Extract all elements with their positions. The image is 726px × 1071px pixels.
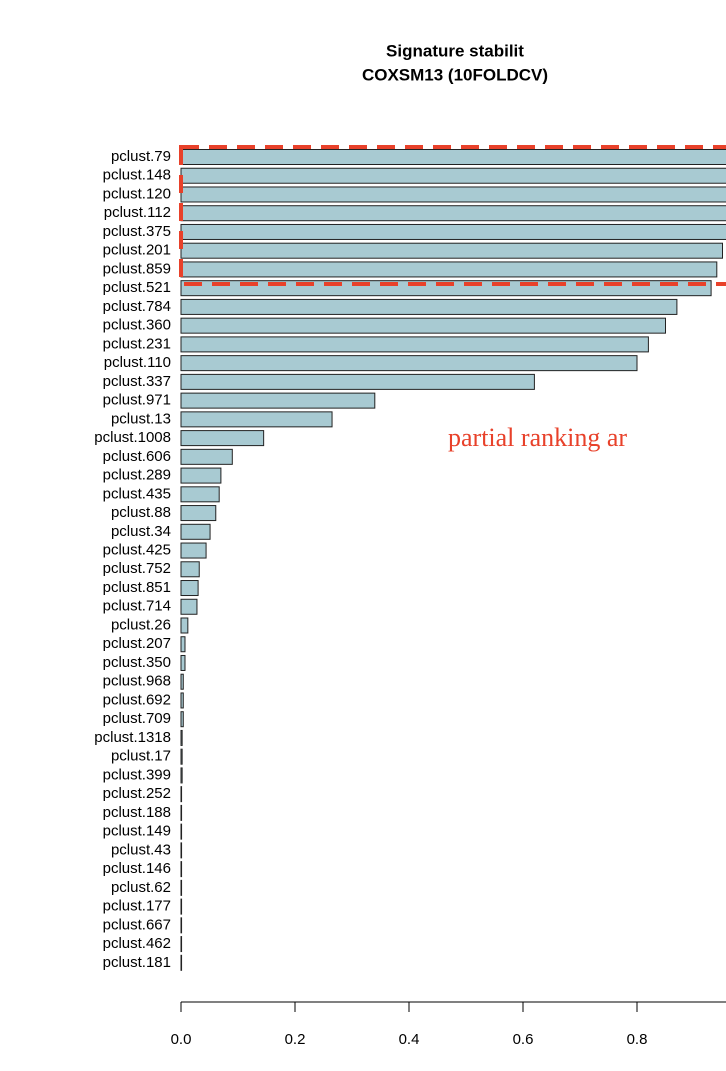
y-tick-label: pclust.360 [103, 317, 171, 334]
bar [180, 692, 184, 709]
bar [180, 898, 183, 915]
y-tick-label: pclust.859 [103, 260, 171, 277]
bar [180, 654, 186, 671]
bar [180, 392, 376, 409]
y-tick-label: pclust.350 [103, 654, 171, 671]
bar [180, 580, 199, 597]
bar [180, 598, 198, 615]
y-tick-label: pclust.399 [103, 766, 171, 783]
bar [180, 561, 200, 578]
y-tick-label: pclust.146 [103, 860, 171, 877]
bar [180, 223, 726, 240]
y-tick-label: pclust.252 [103, 785, 171, 802]
y-tick-label: pclust.13 [111, 410, 171, 427]
x-tick-label: 0.0 [171, 1031, 192, 1048]
y-tick-label: pclust.521 [103, 279, 171, 296]
y-tick-label: pclust.784 [103, 298, 171, 315]
bar [180, 917, 183, 934]
y-tick-label: pclust.231 [103, 335, 171, 352]
bar [180, 804, 183, 821]
y-tick-label: pclust.667 [103, 916, 171, 933]
y-tick-label: pclust.34 [111, 523, 171, 540]
bar [180, 786, 183, 803]
y-tick-label: pclust.181 [103, 954, 171, 971]
bar [180, 711, 184, 728]
bar [180, 448, 233, 465]
y-tick-label: pclust.62 [111, 879, 171, 896]
bar [180, 411, 333, 428]
y-tick-label: pclust.120 [103, 185, 171, 202]
x-tick-label: 0.6 [513, 1031, 534, 1048]
annotation: partial ranking ar [448, 423, 627, 452]
bar [180, 823, 183, 840]
bar [180, 861, 183, 878]
y-tick-label: pclust.692 [103, 691, 171, 708]
y-tick-label: pclust.149 [103, 823, 171, 840]
bar [180, 261, 718, 278]
bar [180, 617, 189, 634]
bar [180, 486, 220, 503]
bar [180, 748, 183, 765]
y-tick-label: pclust.188 [103, 804, 171, 821]
bar [180, 673, 184, 690]
y-tick-label: pclust.1008 [94, 429, 171, 446]
bar [180, 373, 535, 390]
x-tick-label: 0.8 [627, 1031, 648, 1048]
plot-area: 0.00.20.40.60.81.0pclust.79pclust.148pcl… [94, 148, 726, 1048]
bar [180, 542, 207, 559]
y-tick-label: pclust.752 [103, 560, 171, 577]
bar [180, 317, 666, 334]
y-tick-label: pclust.26 [111, 616, 171, 633]
bar [180, 954, 183, 971]
bar [180, 298, 678, 315]
y-tick-label: pclust.606 [103, 448, 171, 465]
chart-subtitle: COXSM13 (10FOLDCV) [362, 65, 548, 84]
bar [180, 205, 726, 222]
bar [180, 149, 726, 165]
bar [180, 505, 217, 522]
bar [180, 167, 726, 184]
bar [180, 729, 183, 746]
y-tick-label: pclust.177 [103, 898, 171, 915]
y-tick-label: pclust.148 [103, 167, 171, 184]
y-tick-label: pclust.289 [103, 467, 171, 484]
bar [180, 842, 183, 859]
bar [180, 242, 723, 259]
bar [180, 767, 183, 784]
y-tick-label: pclust.17 [111, 748, 171, 765]
y-tick-label: pclust.435 [103, 485, 171, 502]
y-tick-label: pclust.971 [103, 392, 171, 409]
y-tick-label: pclust.43 [111, 841, 171, 858]
x-tick-label: 0.2 [285, 1031, 306, 1048]
x-tick-label: 0.4 [399, 1031, 420, 1048]
y-tick-label: pclust.88 [111, 504, 171, 521]
y-tick-label: pclust.425 [103, 542, 171, 559]
y-tick-label: pclust.79 [111, 148, 171, 165]
chart-title: Signature stabilit [386, 41, 524, 60]
bar [180, 355, 638, 372]
bar [180, 936, 183, 953]
y-tick-label: pclust.201 [103, 242, 171, 259]
y-tick-label: pclust.714 [103, 598, 171, 615]
y-tick-label: pclust.709 [103, 710, 171, 727]
y-tick-label: pclust.207 [103, 635, 171, 652]
bar [180, 336, 649, 353]
bar [180, 879, 183, 896]
bar [180, 186, 726, 203]
y-tick-label: pclust.110 [104, 354, 171, 371]
y-tick-label: pclust.112 [104, 204, 171, 221]
y-tick-label: pclust.375 [103, 223, 171, 240]
y-tick-label: pclust.968 [103, 673, 171, 690]
y-tick-label: pclust.851 [103, 579, 171, 596]
bar [180, 467, 222, 484]
highlight-box [179, 145, 726, 286]
bar [180, 523, 211, 540]
y-tick-label: pclust.1318 [94, 729, 171, 746]
y-tick-label: pclust.462 [103, 935, 171, 952]
bar [180, 430, 265, 447]
y-tick-label: pclust.337 [103, 373, 171, 390]
bar [180, 636, 186, 653]
